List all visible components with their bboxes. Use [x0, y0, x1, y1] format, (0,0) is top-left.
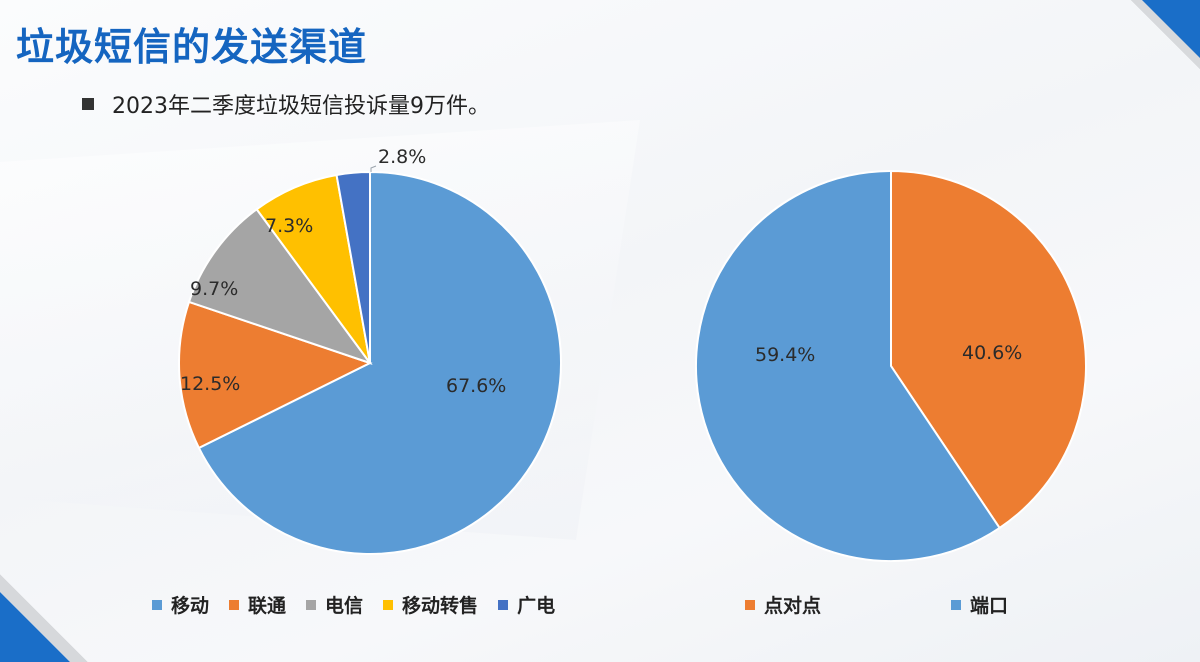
bullet-text: 2023年二季度垃圾短信投诉量9万件。 [112, 94, 490, 119]
legend-swatch-icon [152, 599, 162, 610]
data-label: 59.4% [755, 344, 815, 366]
legend-label: 移动转售 [402, 595, 479, 617]
legend-left: 移动 联通 电信 移动转售 广电 [152, 591, 575, 618]
legend-item: 点对点 [745, 591, 821, 618]
corner-decoration-bottom-left [0, 592, 70, 662]
legend-item: 广电 [498, 591, 555, 618]
legend-item: 联通 [229, 591, 286, 618]
legend-item: 电信 [306, 591, 363, 618]
data-label: 2.8% [378, 146, 426, 168]
legend-label: 端口 [970, 595, 1009, 617]
legend-item: 移动 [152, 591, 209, 618]
data-label: 12.5% [180, 373, 240, 395]
legend-label: 广电 [517, 595, 556, 617]
pie-slice-联通 [178, 300, 373, 450]
legend-swatch-icon [745, 599, 755, 610]
data-label: 40.6% [962, 342, 1022, 364]
legend-swatch-icon [951, 599, 962, 610]
pie-slice-点对点 [890, 169, 1087, 530]
legend-label: 电信 [325, 595, 364, 617]
leader-line [370, 165, 377, 172]
legend-swatch-icon [498, 599, 509, 610]
pie-slice-端口 [695, 169, 1001, 562]
legend-item: 端口 [951, 591, 1008, 618]
legend-right: 点对点 端口 [745, 591, 1028, 618]
legend-swatch-icon [229, 599, 240, 610]
legend-swatch-icon [306, 599, 317, 610]
bullet-point: 2023年二季度垃圾短信投诉量9万件。 [82, 88, 490, 120]
bullet-square-icon [82, 98, 94, 110]
legend-swatch-icon [383, 599, 394, 610]
pie-slice-电信 [187, 207, 373, 365]
legend-item: 移动转售 [383, 591, 478, 618]
pie-slice-移动 [197, 170, 562, 555]
corner-decoration-top-right [1142, 0, 1200, 58]
pie-slice-广电 [335, 170, 371, 364]
legend-label: 点对点 [764, 595, 822, 617]
data-label: 67.6% [446, 375, 506, 397]
data-label: 7.3% [265, 215, 313, 237]
data-label: 9.7% [190, 278, 238, 300]
legend-label: 移动 [171, 595, 210, 617]
legend-label: 联通 [248, 595, 287, 617]
page-title: 垃圾短信的发送渠道 [16, 25, 368, 69]
